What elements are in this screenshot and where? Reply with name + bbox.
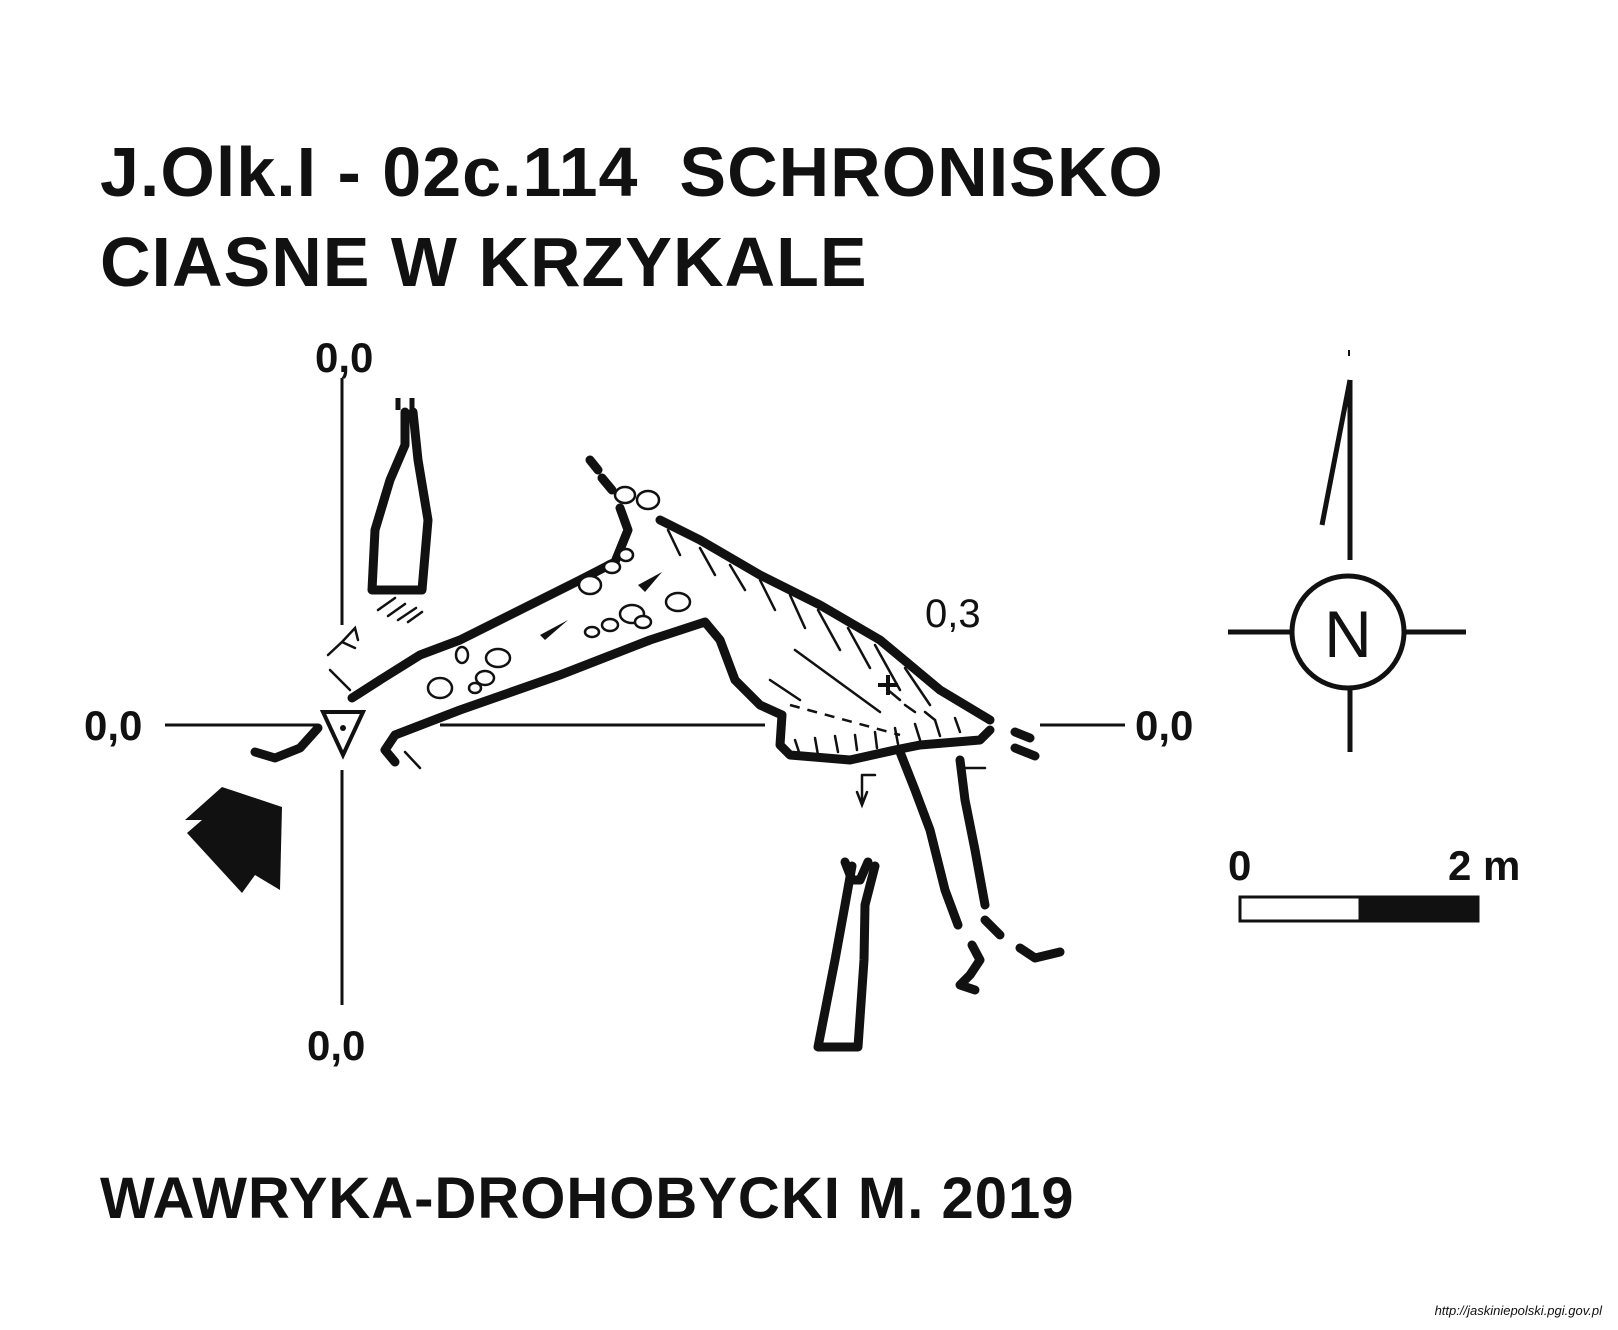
north-arrow-icon: N: [1228, 350, 1466, 752]
label-right: 0,0: [1135, 702, 1193, 749]
label-top: 0,0: [315, 334, 373, 381]
cross-section-bottom: [818, 862, 875, 1047]
label-left: 0,0: [84, 702, 142, 749]
depth-point-label: 0,3: [925, 592, 981, 636]
source-url[interactable]: http://jaskiniepolski.pgi.gov.pl: [1435, 1303, 1602, 1318]
scale-bar: 0 2 m: [1228, 842, 1520, 921]
scale-end-label: 2 m: [1448, 842, 1520, 889]
author-credit: WAWRYKA-DROHOBYCKI M. 2019: [100, 1165, 1075, 1232]
reference-axes: [165, 378, 1125, 1005]
scale-start-label: 0: [1228, 842, 1251, 889]
entrance-triangle-icon: [323, 712, 363, 755]
label-bottom: 0,0: [307, 1022, 365, 1069]
compass-letter: N: [1324, 597, 1372, 671]
floor-hatching: [668, 530, 960, 755]
cross-section-top: [372, 398, 428, 622]
entrance-arrow-icon: [185, 787, 282, 893]
